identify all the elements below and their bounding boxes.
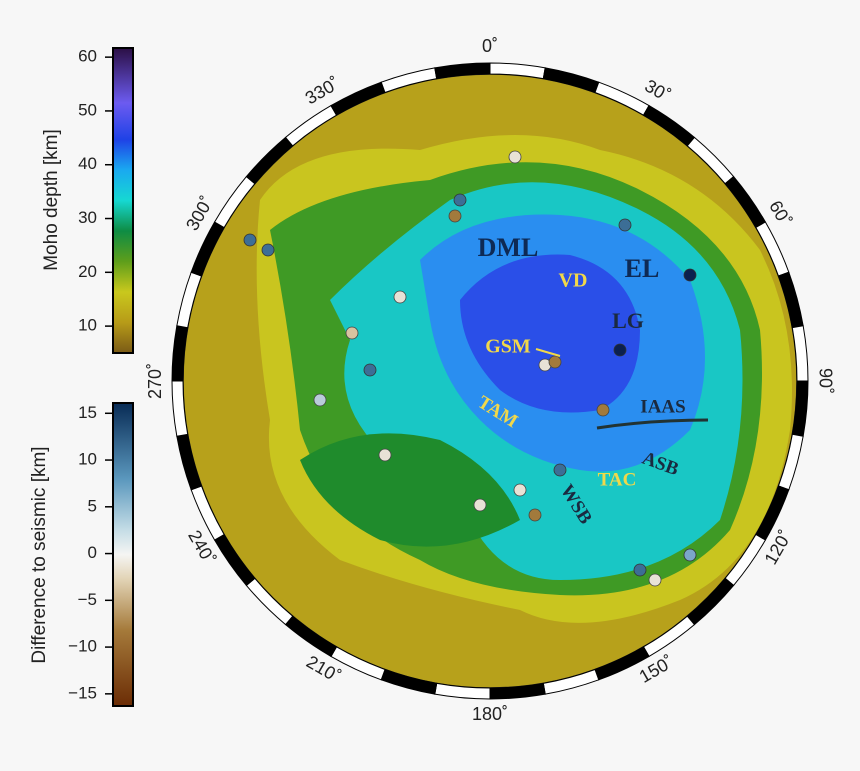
tick-label: 30 <box>78 208 97 227</box>
ring-segment <box>172 325 188 381</box>
ring-segment <box>381 669 437 695</box>
azimuth-label: 30˚ <box>641 76 674 106</box>
tick-label: 40 <box>78 154 97 173</box>
ring-segment <box>687 578 734 625</box>
tick-label: −15 <box>68 683 97 702</box>
ring-segment <box>725 176 766 228</box>
ring-segment <box>792 381 808 437</box>
ring-segment <box>246 137 293 184</box>
azimuth-label: 270˚ <box>145 363 165 399</box>
tick-label: −10 <box>68 637 97 656</box>
azimuth-label: 90˚ <box>815 368 835 394</box>
region-label: TAC <box>598 469 637 490</box>
colorbar-title: Difference to seismic [km] <box>29 446 50 663</box>
tick-label: 50 <box>78 100 97 119</box>
ring-segment <box>643 105 695 146</box>
region-label: GSM <box>485 336 531 358</box>
region-label: IAAS <box>640 396 685 417</box>
tick-label: −5 <box>78 590 97 609</box>
ring-segment <box>285 616 337 657</box>
tick-label: 15 <box>78 403 97 422</box>
ring-segment <box>595 646 649 680</box>
ring-segment <box>490 683 546 699</box>
tick-label: 10 <box>78 450 97 469</box>
region-label: LG <box>612 308 644 333</box>
region-label: EL <box>625 254 660 283</box>
ring-segment <box>331 82 385 116</box>
ring-segment <box>176 434 202 490</box>
colorbar-title: Moho depth [km] <box>41 129 62 271</box>
azimuth-label: 180˚ <box>472 704 508 724</box>
ring-segment <box>214 534 255 586</box>
ring-segment <box>755 486 789 540</box>
frame-ring <box>171 62 809 700</box>
tick-label: 60 <box>78 47 97 66</box>
tick-label: 5 <box>88 496 97 515</box>
azimuth-label: 60˚ <box>765 197 795 230</box>
map-area <box>183 74 797 688</box>
ring-segment <box>434 63 490 79</box>
azimuth-label: 0˚ <box>482 36 498 56</box>
colorbar-moho <box>112 47 134 354</box>
region-label: DML <box>478 233 539 262</box>
ring-segment <box>543 67 599 93</box>
colorbar-difference <box>112 402 134 707</box>
region-label: VD <box>559 270 588 292</box>
ring-segment <box>191 222 225 276</box>
tick-label: 0 <box>88 543 97 562</box>
tick-label: 20 <box>78 262 97 281</box>
ring-segment <box>778 272 804 328</box>
tick-label: 10 <box>78 316 97 335</box>
